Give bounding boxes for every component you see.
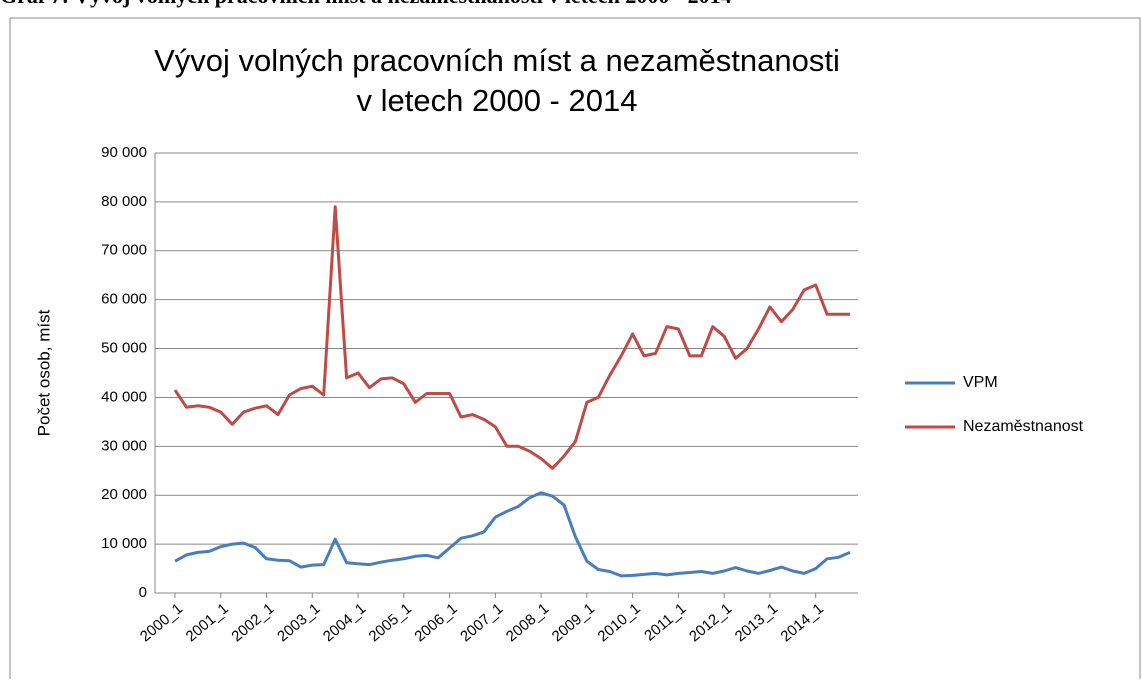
y-tick-label: 20 000 (101, 486, 147, 503)
y-axis-label: Počet osob, míst (34, 309, 53, 436)
series-line (173, 205, 850, 470)
y-tick-label: 10 000 (101, 535, 147, 552)
y-tick-label: 80 000 (101, 193, 147, 210)
y-tick-label: 90 000 (101, 144, 147, 161)
legend-label: Nezaměstnanost (963, 418, 1084, 435)
y-tick-label: 50 000 (101, 340, 147, 357)
y-tick-label: 70 000 (101, 242, 147, 259)
chart-subtitle: v letech 2000 - 2014 (357, 83, 638, 118)
series-line (174, 491, 851, 578)
y-tick-label: 30 000 (101, 437, 147, 454)
y-tick-label: 0 (139, 584, 147, 601)
y-tick-label: 60 000 (101, 291, 147, 308)
legend-label: VPM (963, 374, 998, 391)
chart-border (9, 17, 1141, 684)
chart-title: Vývoj volných pracovních míst a nezaměst… (154, 43, 840, 78)
caption: Graf 7: Vývoj volných pracovních míst a … (0, 0, 732, 8)
y-tick-label: 40 000 (101, 388, 147, 405)
